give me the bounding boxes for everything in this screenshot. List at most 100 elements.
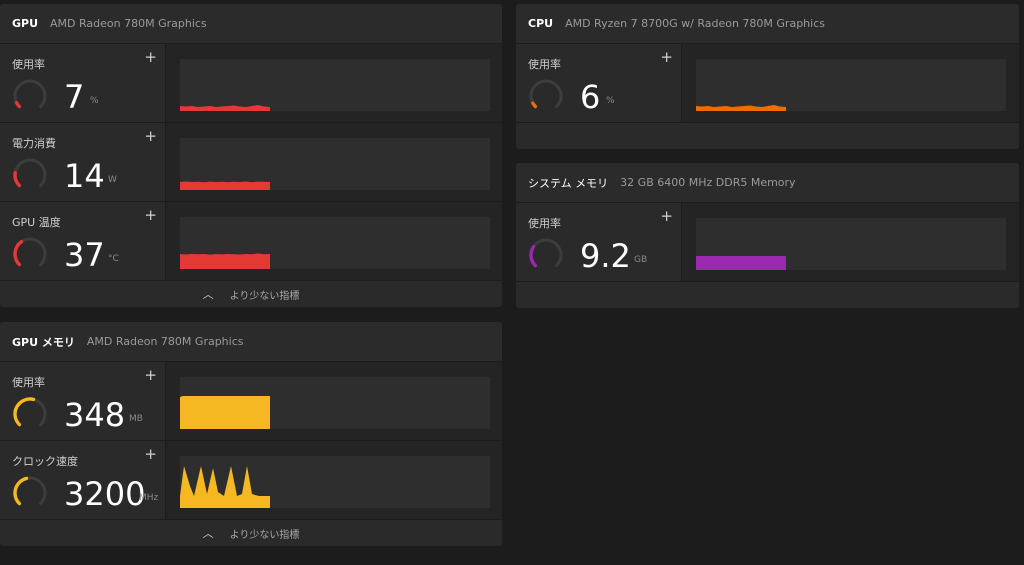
gauge-fill [13, 240, 24, 267]
cpu-panel: CPU AMD Ryzen 7 8700G w/ Radeon 780M Gra… [516, 4, 1019, 149]
cpu-panel-header: CPU AMD Ryzen 7 8700G w/ Radeon 780M Gra… [516, 4, 1019, 44]
metric-row-gpu-usage: 使用率 + 7 % [0, 44, 502, 123]
plus-icon[interactable]: + [144, 206, 157, 224]
gauge-ring [529, 238, 563, 268]
metric-unit: W [108, 175, 117, 185]
metric-value: 348 [64, 396, 126, 434]
metric-unit: MB [129, 414, 143, 424]
fewer-metrics-label: より少ない指標 [229, 290, 300, 302]
metric-row-gpu-temperature: GPU 温度 + 37 °C [0, 202, 502, 281]
plus-icon[interactable]: + [144, 127, 157, 145]
plus-icon[interactable]: + [144, 445, 157, 463]
metric-tile[interactable]: 使用率 + 6 % [516, 44, 682, 122]
metric-label: 使用率 [528, 217, 561, 230]
metric-row-gpu-power: 電力消費 + 14 W [0, 123, 502, 202]
gauge-ring [13, 79, 47, 109]
system-memory-panel: システム メモリ 32 GB 6400 MHz DDR5 Memory 使用率 … [516, 163, 1019, 308]
graph-svg [180, 466, 270, 508]
metric-row-cpu-usage: 使用率 + 6 % [516, 44, 1019, 123]
graph-area [682, 203, 1019, 281]
plus-icon[interactable]: + [144, 366, 157, 384]
graph-svg [180, 105, 270, 111]
metric-value: 37 [64, 236, 105, 274]
gauge-fill [13, 397, 36, 427]
plus-icon[interactable]: + [660, 48, 673, 66]
metric-unit: MHz [139, 493, 159, 503]
graph-area [166, 44, 502, 122]
chevron-up-icon: ︿ [202, 288, 214, 301]
graph-area [166, 362, 502, 440]
metric-row-clock-speed: クロック速度 + 3200 MHz [0, 441, 502, 520]
chevron-up-icon: ︿ [202, 527, 214, 540]
graph-area-fill [180, 181, 270, 190]
gauge-track [13, 79, 47, 109]
panel-subtitle: 32 GB 6400 MHz DDR5 Memory [620, 176, 796, 189]
metric-tile[interactable]: 使用率 + 7 % [0, 44, 166, 122]
history-graph [180, 59, 490, 111]
gauge-ring [13, 397, 47, 427]
graph-area [166, 441, 502, 519]
graph-svg [696, 256, 786, 270]
history-graph [696, 218, 1006, 270]
panel-subtitle: AMD Radeon 780M Graphics [50, 17, 207, 30]
fewer-metrics-button[interactable]: ︿ より少ない指標 [0, 520, 502, 546]
graph-area [166, 202, 502, 280]
metric-tile[interactable]: 電力消費 + 14 W [0, 123, 166, 201]
graph-area [166, 123, 502, 201]
gauge-track [13, 158, 47, 188]
history-graph [180, 217, 490, 269]
history-graph [180, 377, 490, 429]
metric-unit: % [606, 96, 615, 106]
metric-tile[interactable]: 使用率 + 348 MB [0, 362, 166, 440]
plus-icon[interactable]: + [144, 48, 157, 66]
system-memory-panel-header: システム メモリ 32 GB 6400 MHz DDR5 Memory [516, 163, 1019, 203]
gauge-ring [529, 79, 563, 109]
metric-tile[interactable]: 使用率 + 9.2 GB [516, 203, 682, 281]
gpu-panel-header: GPU AMD Radeon 780M Graphics [0, 4, 502, 44]
metric-tile[interactable]: GPU 温度 + 37 °C [0, 202, 166, 280]
gauge-fill [531, 101, 538, 109]
panel-footer [516, 282, 1019, 308]
metric-row-memory-usage: 使用率 + 9.2 GB [516, 203, 1019, 282]
panel-subtitle: AMD Ryzen 7 8700G w/ Radeon 780M Graphic… [565, 17, 825, 30]
metric-label: 使用率 [528, 58, 561, 71]
gauge-fill [529, 245, 538, 268]
gauge-ring [13, 476, 47, 506]
panel-title: システム メモリ [528, 176, 609, 190]
gauge-fill [14, 100, 22, 109]
gauge-ring [13, 158, 47, 188]
history-graph [180, 138, 490, 190]
graph-area-fill [180, 253, 270, 269]
metric-unit: GB [634, 255, 648, 265]
graph-area-fill [180, 466, 270, 508]
metric-value: 3200 [64, 475, 146, 513]
gauge-track [529, 79, 563, 109]
plus-icon[interactable]: + [660, 207, 673, 225]
gpu-panel: GPU AMD Radeon 780M Graphics 使用率 + 7 % 電… [0, 4, 502, 307]
gpu-memory-panel: GPU メモリ AMD Radeon 780M Graphics 使用率 + 3… [0, 322, 502, 546]
metric-label: 使用率 [12, 376, 45, 389]
gauge-track [529, 238, 563, 268]
gauge-fill [13, 476, 29, 506]
metric-value: 9.2 [580, 237, 631, 275]
metric-value: 6 [580, 78, 601, 116]
metric-value: 7 [64, 78, 85, 116]
graph-svg [180, 181, 270, 190]
graph-svg [180, 396, 270, 429]
panel-title: GPU メモリ [12, 335, 75, 349]
metric-label: 使用率 [12, 58, 45, 71]
graph-svg [180, 253, 270, 269]
gauge-fill [13, 170, 22, 188]
metric-tile[interactable]: クロック速度 + 3200 MHz [0, 441, 166, 519]
metric-label: GPU 温度 [12, 216, 61, 229]
graph-area-fill [696, 256, 786, 270]
graph-area-fill [696, 105, 786, 111]
graph-area-fill [180, 396, 270, 429]
history-graph [180, 456, 490, 508]
metric-value: 14 [64, 157, 105, 195]
metric-label: クロック速度 [12, 455, 78, 468]
fewer-metrics-button[interactable]: ︿ より少ない指標 [0, 281, 502, 307]
metric-label: 電力消費 [12, 137, 56, 150]
history-graph [696, 59, 1006, 111]
graph-area [682, 44, 1019, 122]
